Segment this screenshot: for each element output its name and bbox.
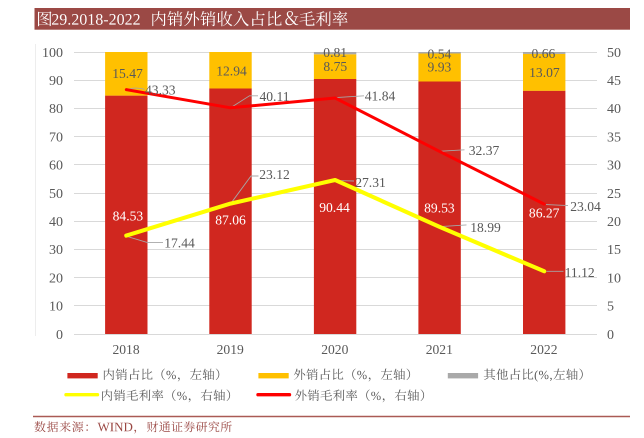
svg-text:87.06: 87.06 — [215, 213, 246, 228]
svg-text:23.04: 23.04 — [570, 199, 601, 214]
svg-text:0.66: 0.66 — [532, 46, 556, 61]
svg-text:5: 5 — [607, 300, 614, 315]
svg-text:20: 20 — [49, 271, 63, 286]
svg-text:40: 40 — [607, 102, 621, 117]
svg-text:40: 40 — [49, 215, 63, 230]
svg-text:17.44: 17.44 — [164, 235, 195, 250]
svg-text:13.07: 13.07 — [529, 65, 560, 80]
svg-text:2020: 2020 — [321, 342, 348, 357]
svg-text:70: 70 — [49, 130, 63, 145]
svg-text:9.93: 9.93 — [428, 59, 452, 74]
svg-text:84.53: 84.53 — [113, 209, 144, 224]
svg-text:60: 60 — [49, 159, 63, 174]
svg-text:20: 20 — [607, 215, 621, 230]
svg-text:12.94: 12.94 — [216, 63, 247, 78]
svg-text:18.99: 18.99 — [470, 220, 501, 235]
svg-text:45: 45 — [607, 74, 621, 89]
svg-text:32.37: 32.37 — [469, 143, 500, 158]
svg-text:0: 0 — [56, 328, 63, 343]
svg-text:2022: 2022 — [530, 342, 557, 357]
svg-text:15.47: 15.47 — [112, 66, 143, 81]
svg-text:90: 90 — [49, 74, 63, 89]
svg-text:0.54: 0.54 — [428, 47, 452, 62]
svg-text:50: 50 — [607, 46, 621, 61]
svg-text:100: 100 — [42, 46, 63, 61]
svg-text:86.27: 86.27 — [529, 206, 560, 221]
svg-text:40.11: 40.11 — [259, 89, 289, 104]
svg-text:2021: 2021 — [426, 342, 453, 357]
svg-text:2019: 2019 — [217, 342, 244, 357]
svg-text:15: 15 — [607, 243, 621, 258]
svg-text:35: 35 — [607, 130, 621, 145]
svg-text:41.84: 41.84 — [365, 89, 396, 104]
svg-text:90.44: 90.44 — [319, 200, 350, 215]
svg-text:8.75: 8.75 — [323, 59, 347, 74]
svg-text:2018: 2018 — [112, 342, 139, 357]
svg-text:43.33: 43.33 — [145, 82, 176, 97]
svg-text:89.53: 89.53 — [424, 200, 455, 215]
svg-text:10: 10 — [607, 271, 621, 286]
svg-text:0.81: 0.81 — [323, 45, 347, 60]
svg-text:30: 30 — [607, 159, 621, 174]
svg-text:23.12: 23.12 — [259, 167, 290, 182]
svg-text:30: 30 — [49, 243, 63, 258]
svg-text:50: 50 — [49, 187, 63, 202]
svg-text:80: 80 — [49, 102, 63, 117]
svg-text:25: 25 — [607, 187, 621, 202]
svg-text:27.31: 27.31 — [355, 175, 386, 190]
svg-text:11.12: 11.12 — [565, 265, 595, 280]
svg-text:0: 0 — [607, 328, 614, 343]
svg-text:10: 10 — [49, 300, 63, 315]
